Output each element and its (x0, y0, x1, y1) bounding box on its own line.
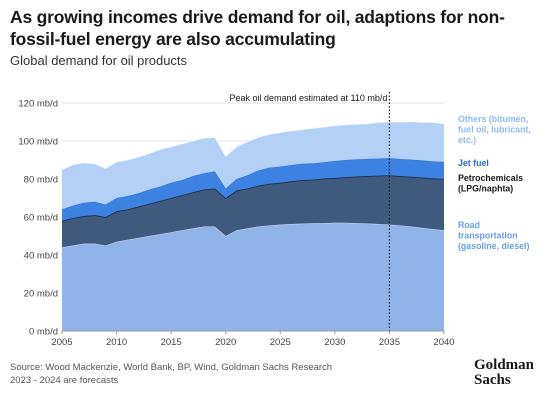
x-tick-label: 2030 (324, 337, 345, 348)
x-tick-label: 2040 (433, 337, 454, 348)
area-series-0 (62, 222, 444, 331)
series-labels: Road transportation (gasoline, diesel) Petr… (458, 114, 531, 251)
y-tick-label: 40 mb/d (24, 251, 58, 262)
y-tick-label: 120 mb/d (18, 99, 58, 110)
goldman-sachs-logo: Goldman Sachs (474, 358, 534, 388)
peak-annotation-label: Peak oil demand estimated at 110 mb/d (229, 93, 387, 103)
area-series-3 (62, 121, 444, 210)
logo-line-2: Sachs (473, 372, 511, 388)
area-series-2 (62, 158, 444, 221)
y-tick-label: 100 mb/d (18, 137, 58, 148)
axes: 0 mb/d 20 mb/d 40 mb/d 60 mb/d 80 mb/d 100 mb… (18, 99, 454, 349)
chart-title: As growing incomes drive demand for oil,… (10, 7, 505, 49)
x-tick-label: 2020 (215, 337, 236, 348)
y-tick-label: 80 mb/d (24, 175, 58, 186)
footer: Source: Wood Mackenzie, World Bank, BP, … (10, 362, 332, 387)
y-tick-label: 0 mb/d (29, 327, 58, 338)
logo-line-1: Goldman (473, 357, 534, 373)
x-tick-label: 2035 (379, 337, 400, 348)
y-tick-label: 20 mb/d (24, 289, 58, 300)
x-tick-label: 2005 (51, 337, 72, 348)
source-note: Source: Wood Mackenzie, World Bank, BP, … (10, 362, 333, 373)
x-tick-label: 2015 (161, 337, 182, 348)
area-series (61, 121, 445, 331)
area-series-1 (62, 175, 444, 248)
annotation: Peak oil demand estimated at 110 mb/d (229, 92, 391, 331)
chart-subtitle: Global demand for oil products (10, 53, 188, 68)
series-edge-3 (61, 121, 445, 170)
forecast-note: 2023 - 2024 are forecasts (10, 374, 119, 386)
x-tick-label: 2025 (270, 337, 291, 348)
x-tick-label: 2010 (106, 337, 127, 348)
series-label-2: Jet fuel (458, 158, 489, 168)
series-label-0: Road transportation (gasoline, diesel) (458, 220, 529, 251)
series-label-1: Petrochemicals (LPG/naphta) (458, 173, 523, 194)
y-tick-label: 60 mb/d (24, 213, 58, 224)
series-label-3: Others (bitumen, fuel oil, lubricant, etc.… (458, 114, 531, 145)
